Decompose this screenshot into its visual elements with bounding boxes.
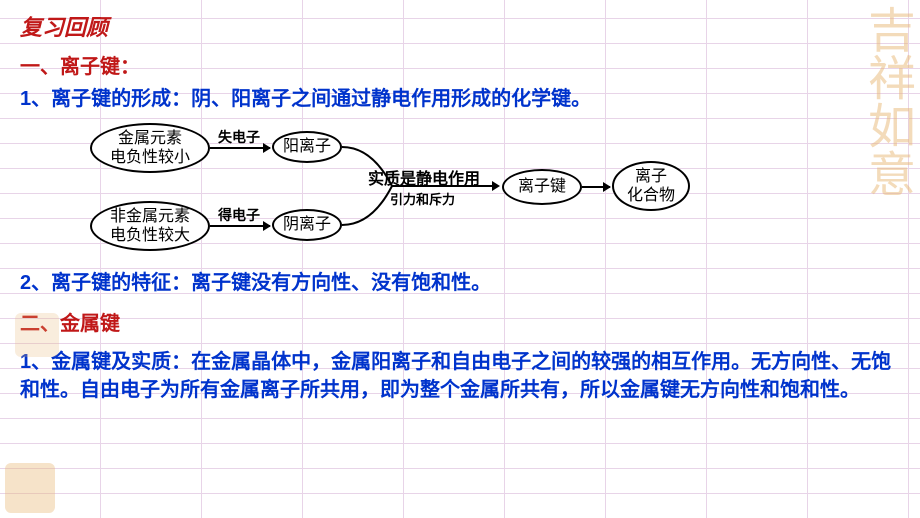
section1-header: 一、离子键： [20, 50, 900, 79]
arrow-lose-e [210, 147, 270, 149]
label-essence: 实质是静电作用 [368, 165, 480, 189]
label-force: 引力和斥力 [390, 189, 455, 208]
section1-line1: 1、离子键的形成：阴、阳离子之间通过静电作用形成的化学键。 [20, 85, 900, 113]
line2-label: 离子键的特征： [51, 272, 191, 294]
decoration-calligraphy: 吉祥如意 [862, 5, 910, 197]
label-gain-e: 得电子 [218, 205, 260, 225]
node-anion: 阴离子 [272, 209, 342, 241]
line2-prefix: 2、 [20, 272, 51, 294]
decoration-seal-bottom [5, 463, 55, 513]
section2-header: 二、金属键 [20, 307, 900, 336]
arrow-gain-e [210, 225, 270, 227]
ionic-bond-diagram: 金属元素电负性较小 非金属元素电负性较大 失电子 得电子 阳离子 阴离子 实质是… [90, 123, 710, 253]
decoration-seal-middle [15, 313, 59, 357]
line1-text: 阴、阳离子之间通过静电作用形成的化学键。 [191, 88, 591, 110]
s2-line1-label: 金属键及实质： [51, 351, 191, 373]
node-cation: 阳离子 [272, 131, 342, 163]
node-nonmetal: 非金属元素电负性较大 [90, 201, 210, 251]
node-metal: 金属元素电负性较小 [90, 123, 210, 173]
line1-prefix: 1、 [20, 88, 51, 110]
line1-label: 离子键的形成： [51, 88, 191, 110]
node-ionic-bond: 离子键 [502, 169, 582, 205]
arrow-to-compound [582, 186, 610, 188]
node-ionic-compound: 离子化合物 [612, 161, 690, 211]
label-lose-e: 失电子 [218, 127, 260, 147]
section2-line1: 1、金属键及实质：在金属晶体中，金属阳离子和自由电子之间的较强的相互作用。无方向… [20, 348, 900, 404]
page-title: 复习回顾 [20, 10, 900, 42]
line2-text: 离子键没有方向性、没有饱和性。 [191, 272, 491, 294]
section1-line2: 2、离子键的特征：离子键没有方向性、没有饱和性。 [20, 269, 900, 297]
